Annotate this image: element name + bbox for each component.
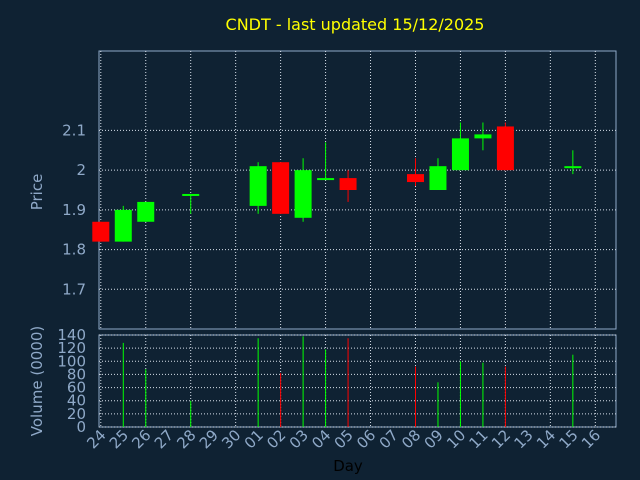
candle-body [474,134,492,139]
candle-body [564,166,582,169]
candle-body [406,174,424,183]
candle-body [496,126,514,171]
volume-tick-label: 40 [67,392,86,410]
candle-body [114,209,132,242]
candle-body [294,170,312,218]
price-tick-label: 1.7 [62,280,86,298]
price-panel [98,50,617,330]
price-tick-label: 1.8 [62,241,86,259]
price-tick-label: 2 [76,161,86,179]
candle-body [137,201,155,222]
volume-tick-label: 80 [67,365,86,383]
candles [92,122,582,242]
day-tick-labels: 2425262728293001020304050607080910111213… [83,426,604,452]
volume-panel [98,334,617,428]
candle-body [92,221,110,242]
day-tick-label: 16 [578,426,604,452]
candle-body [182,193,200,196]
volume-tick-label: 100 [57,352,86,370]
volume-tick-label: 140 [57,326,86,344]
volume-tick-label: 0 [76,418,86,436]
volume-bars [122,336,574,427]
price-axis-label: Price [28,174,46,211]
price-grid [99,51,616,329]
price-tick-label: 2.1 [62,121,86,139]
volume-axis-label: Volume (0000) [28,326,46,436]
price-tick-labels: 1.7 1.8 1.9 2 2.1 [62,121,86,298]
price-tick-label: 1.9 [62,201,86,219]
x-axis-label: Day [333,457,363,475]
candle-body [451,138,469,171]
candle-body [249,166,267,206]
candle-body [339,178,357,190]
volume-tick-label: 120 [57,339,86,357]
candle-body [317,178,335,181]
candle-body [429,166,447,190]
volume-tick-label: 20 [67,405,86,423]
chart-title: CNDT - last updated 15/12/2025 [226,15,485,34]
candle-body [272,162,290,214]
volume-tick-label: 60 [67,379,86,397]
